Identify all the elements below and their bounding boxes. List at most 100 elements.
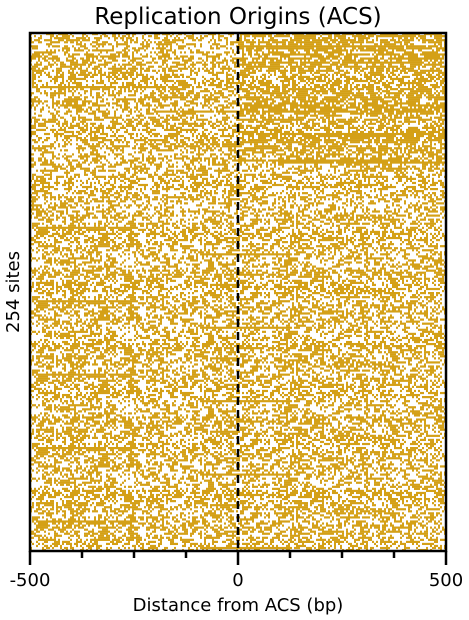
- heatmap-cell: [274, 86, 276, 89]
- heatmap-cell: [398, 53, 400, 56]
- heatmap-cell: [292, 100, 294, 103]
- heatmap-cell: [234, 100, 236, 103]
- heatmap-cell: [240, 110, 242, 113]
- heatmap-cell: [316, 116, 318, 119]
- heatmap-cell: [182, 57, 184, 60]
- heatmap-cell: [58, 92, 60, 95]
- heatmap-cell: [358, 104, 360, 107]
- heatmap-cell: [188, 145, 192, 148]
- heatmap-cell: [382, 49, 386, 52]
- heatmap-cell: [330, 90, 332, 93]
- heatmap-cell: [422, 134, 424, 138]
- heatmap-cell: [152, 92, 154, 95]
- heatmap-cell: [378, 98, 380, 101]
- heatmap-cell: [408, 45, 410, 48]
- heatmap-cell: [424, 106, 428, 109]
- heatmap-cell: [328, 147, 330, 150]
- heatmap-cell: [136, 132, 138, 136]
- heatmap-cell: [260, 122, 262, 125]
- heatmap-cell: [314, 147, 318, 150]
- heatmap-cell: [338, 94, 340, 97]
- heatmap-cell: [68, 69, 70, 72]
- heatmap-cell: [426, 53, 428, 56]
- heatmap-cell: [302, 69, 308, 72]
- heatmap-cell: [150, 149, 152, 152]
- heatmap-cell: [264, 45, 266, 48]
- heatmap-cell: [316, 92, 320, 95]
- heatmap-cell: [182, 88, 184, 91]
- heatmap-cell: [58, 143, 60, 146]
- heatmap-cell: [138, 120, 140, 123]
- heatmap-cell: [332, 77, 334, 81]
- heatmap-cell: [40, 86, 44, 89]
- heatmap-cell: [278, 128, 280, 132]
- heatmap-cell: [134, 139, 138, 142]
- heatmap-cell: [142, 79, 148, 83]
- heatmap-cell: [154, 79, 156, 83]
- heatmap-cell: [246, 106, 248, 109]
- heatmap-cell: [236, 41, 238, 44]
- heatmap-cell: [248, 108, 250, 111]
- heatmap-cell: [204, 96, 206, 99]
- heatmap-cell: [360, 132, 362, 136]
- heatmap-cell: [316, 151, 322, 154]
- heatmap-cell: [354, 67, 360, 70]
- heatmap-cell: [92, 130, 94, 134]
- heatmap-cell: [202, 130, 204, 134]
- heatmap-cell: [62, 71, 64, 74]
- heatmap-cell: [250, 63, 252, 66]
- heatmap-cell: [304, 137, 306, 140]
- heatmap-cell: [88, 132, 92, 136]
- heatmap-cell: [260, 65, 262, 68]
- heatmap-cell: [354, 102, 356, 105]
- heatmap-cell: [352, 81, 354, 85]
- heatmap-cell: [90, 145, 94, 148]
- heatmap-cell: [82, 69, 84, 72]
- heatmap-cell: [264, 75, 266, 79]
- heatmap-cell: [270, 128, 274, 132]
- heatmap-cell: [400, 55, 404, 58]
- heatmap-cell: [86, 61, 88, 64]
- heatmap-cell: [148, 126, 150, 129]
- heatmap-cell: [82, 141, 86, 144]
- heatmap-cell: [206, 51, 210, 54]
- heatmap-cell: [160, 41, 162, 44]
- heatmap-cell: [276, 63, 278, 66]
- heatmap-cell: [96, 92, 100, 95]
- heatmap-cell: [434, 79, 436, 83]
- heatmap-cell: [350, 83, 352, 87]
- heatmap-cell: [362, 132, 366, 136]
- heatmap-cell: [406, 53, 408, 56]
- heatmap-cell: [246, 39, 250, 42]
- heatmap-cell: [376, 69, 378, 72]
- heatmap-cell: [232, 100, 234, 103]
- heatmap-cell: [426, 88, 428, 91]
- heatmap-cell: [76, 37, 78, 40]
- heatmap-cell: [314, 110, 318, 113]
- heatmap-cell: [276, 139, 278, 142]
- heatmap-cell: [184, 102, 186, 105]
- heatmap-cell: [440, 57, 444, 60]
- heatmap-cell: [176, 55, 178, 58]
- heatmap-cell: [202, 143, 206, 146]
- heatmap-cell: [206, 79, 208, 83]
- heatmap-cell: [52, 100, 54, 103]
- heatmap-cell: [334, 100, 338, 103]
- heatmap-cell: [88, 102, 90, 105]
- heatmap-cell: [386, 92, 392, 95]
- heatmap-cell: [360, 77, 362, 81]
- heatmap-cell: [254, 143, 258, 146]
- heatmap-cell: [316, 43, 322, 46]
- heatmap-cell: [144, 122, 146, 125]
- heatmap-cell: [80, 137, 82, 140]
- heatmap-cell: [70, 41, 72, 44]
- heatmap-cell: [372, 147, 376, 150]
- heatmap-cell: [436, 47, 438, 50]
- heatmap-cell: [226, 77, 228, 81]
- heatmap-cell: [420, 130, 422, 134]
- heatmap-cell: [442, 73, 446, 76]
- heatmap-cell: [190, 63, 196, 66]
- heatmap-cell: [426, 86, 428, 89]
- heatmap-cell: [108, 104, 110, 107]
- heatmap-cell: [148, 39, 150, 42]
